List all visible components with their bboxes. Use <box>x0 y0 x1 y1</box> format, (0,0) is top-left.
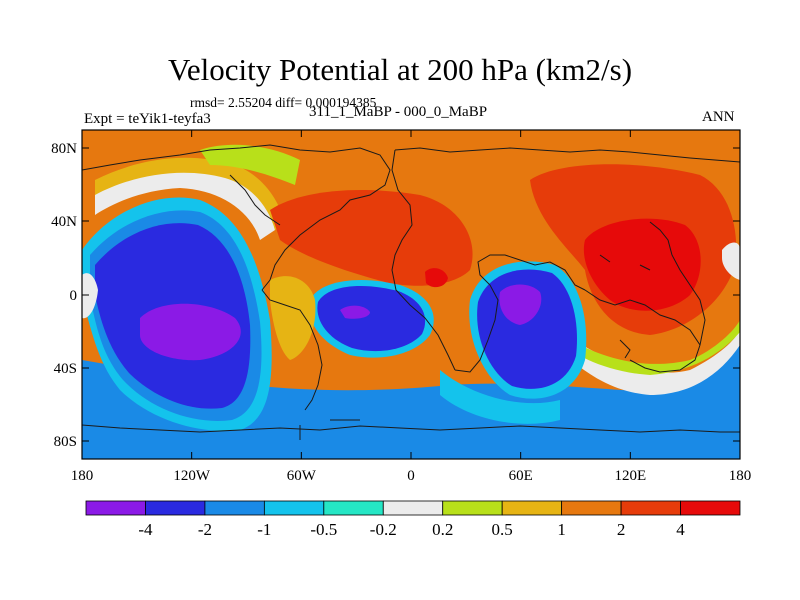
lon-tick-label: 120E <box>614 468 646 484</box>
latitude-ticks: 80N 40N 0 40S 80S <box>51 141 740 450</box>
map-title: Velocity Potential at 200 hPa (km2/s) <box>167 52 633 87</box>
lat-tick-label: 40S <box>54 361 77 377</box>
lon-tick-label: 0 <box>407 468 415 484</box>
colorbar-label: 0.5 <box>492 520 513 539</box>
experiment-label: Expt = teYik1-teyfa3 <box>84 111 211 127</box>
lon-tick-label: 180 <box>71 468 94 484</box>
lon-tick-label: 180 <box>729 468 752 484</box>
colorbar-label: -1 <box>257 520 271 539</box>
west-pacific-max-region <box>583 218 701 311</box>
comparison-label: 311_1_MaBP - 000_0_MaBP <box>309 104 488 120</box>
lat-tick-label: 40N <box>51 214 77 230</box>
season-label: ANN <box>702 109 735 125</box>
colorbar-swatch <box>561 500 622 516</box>
colorbar-label: -0.5 <box>310 520 337 539</box>
colorbar-swatch <box>382 500 444 516</box>
coastlines <box>82 144 740 440</box>
colorbar-label: 2 <box>617 520 626 539</box>
pacific-min-region <box>140 303 241 361</box>
colorbar-swatch <box>85 500 146 516</box>
colorbar-swatch <box>263 500 325 516</box>
colorbar <box>85 500 741 516</box>
colorbar-swatch <box>620 500 681 516</box>
lat-tick-label: 0 <box>70 288 78 304</box>
colorbar-swatch <box>680 500 741 516</box>
colorbar-label: -2 <box>198 520 212 539</box>
colorbar-swatch <box>501 500 563 516</box>
lon-tick-label: 60E <box>509 468 533 484</box>
velocity-potential-map <box>82 130 740 459</box>
lat-tick-label: 80N <box>51 141 77 157</box>
lat-tick-label: 80S <box>54 434 77 450</box>
colorbar-swatch <box>204 500 265 516</box>
colorbar-swatch <box>145 500 206 516</box>
longitude-ticks: 180 120W 60W 0 60E 120E 180 <box>71 130 752 484</box>
colorbar-label: 0.2 <box>432 520 453 539</box>
colorbar-label: 4 <box>676 520 685 539</box>
lon-tick-label: 60W <box>287 468 317 484</box>
colorbar-label: -0.2 <box>370 520 397 539</box>
colorbar-swatch <box>323 500 384 516</box>
colorbar-label: 1 <box>557 520 566 539</box>
colorbar-label: -4 <box>138 520 153 539</box>
colorbar-labels: -4 -2 -1 -0.5 -0.2 0.2 0.5 1 2 4 <box>138 520 685 539</box>
lon-tick-label: 120W <box>173 468 211 484</box>
stats-text: rmsd= 2.55204 diff= 0.000194385 <box>190 95 377 110</box>
colorbar-swatch <box>442 500 503 516</box>
eurasia-high-region <box>270 190 473 286</box>
